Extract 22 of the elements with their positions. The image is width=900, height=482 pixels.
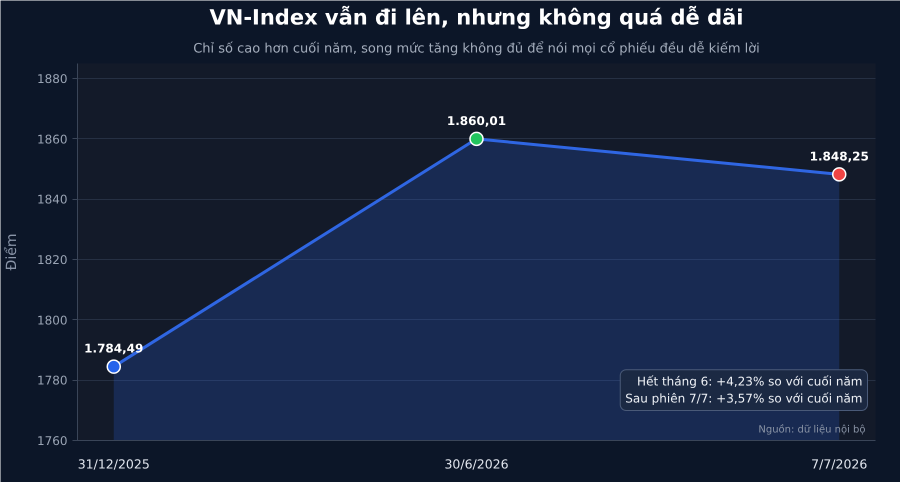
chart-title: VN-Index vẫn đi lên, nhưng không quá dễ dãi	[209, 6, 744, 30]
annotation: Sau phiên 7/7: +3,57% so với cuối năm	[625, 392, 863, 406]
y-tick-label: 1880	[36, 72, 68, 86]
y-tick-label: 1800	[36, 313, 68, 328]
data-label: 1.860,01	[446, 114, 506, 128]
y-tick-label: 1860	[36, 132, 68, 146]
chart-subtitle: Chỉ số cao hơn cuối năm, song mức tăng không đủ để nói mọi cổ phiếu đều dễ kiếm lời	[193, 40, 760, 56]
y-tick-label: 1780	[36, 374, 68, 388]
annotation: Hết tháng 6: +4,23% so với cuối năm	[637, 374, 862, 389]
point	[469, 132, 484, 146]
annotation: Nguồn: dữ liệu nội bộ	[758, 424, 866, 436]
point	[832, 167, 846, 182]
x-tick-label: 31/12/2025	[78, 456, 150, 472]
point	[106, 359, 122, 374]
x-tick-label: 30/6/2026	[444, 456, 509, 472]
data-label: 1.784,49	[84, 342, 144, 356]
y-tick-label: 1820	[36, 253, 68, 268]
x-tick-label: 7/7/2026	[811, 456, 868, 472]
y-tick-label: 1840	[36, 192, 68, 207]
y-axis-title: Điểm	[2, 233, 20, 270]
data-label: 1.848,25	[810, 149, 869, 164]
y-tick-label: 1760	[36, 434, 68, 448]
